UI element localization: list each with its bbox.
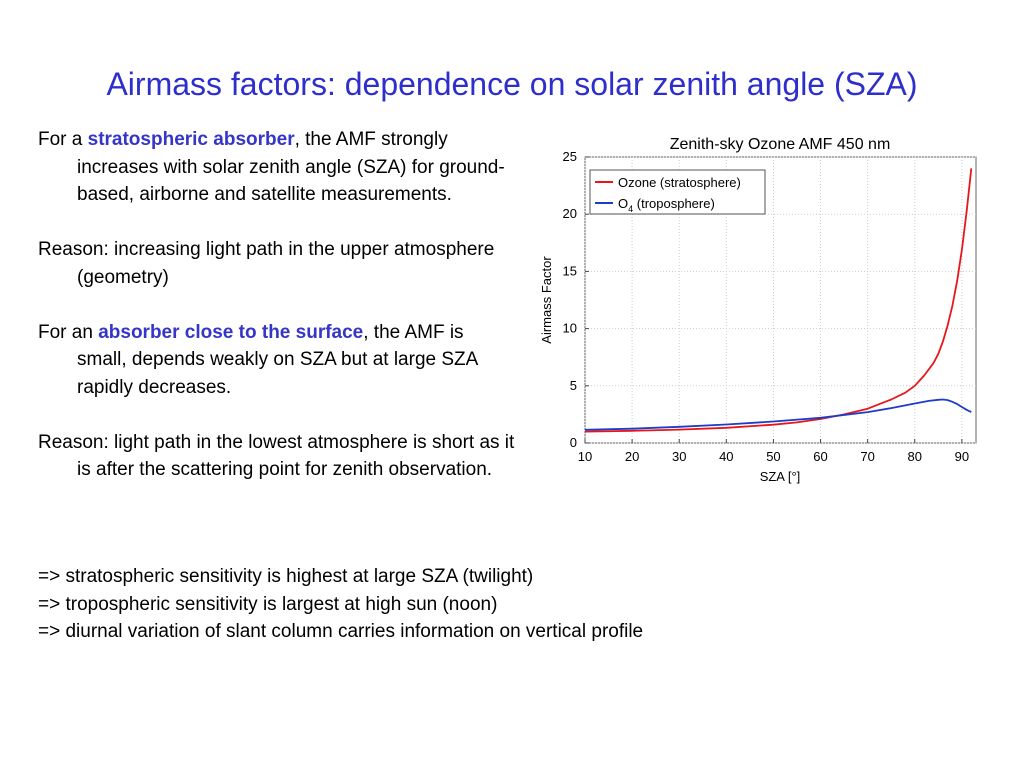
legend-label-ozone: Ozone (stratosphere): [618, 175, 741, 190]
paragraph-reason-upper: Reason: increasing light path in the upp…: [38, 236, 518, 291]
y-tick-label: 25: [563, 149, 577, 164]
conclusion-line: => diurnal variation of slant column car…: [38, 621, 644, 642]
series-line-o4: [584, 398, 972, 431]
legend-box: [589, 169, 766, 215]
y-axis-label: Airmass Factor: [539, 256, 554, 344]
paragraph-text: Reason: light path in the lowest atmosph…: [38, 431, 515, 481]
paragraph-reason-lowest: Reason: light path in the lowest atmosph…: [38, 429, 518, 484]
series-lines: [584, 168, 973, 433]
paragraph-text: Reason: increasing light path in the upp…: [38, 239, 495, 288]
x-tick-label: 50: [766, 449, 780, 464]
y-tick-label: 15: [563, 263, 577, 278]
paragraph-text: For an: [38, 321, 99, 343]
x-axis-label: SZA [°]: [760, 469, 801, 484]
amf-chart: Zenith-sky Ozone AMF 450 nm 10 20 30 40 50 60…: [539, 136, 977, 484]
slide-title: Airmass factors: dependence on solar zen…: [106, 66, 918, 102]
x-tick-label: 60: [813, 449, 827, 464]
x-tick-label: 70: [860, 449, 874, 464]
y-tick-label: 20: [563, 206, 577, 221]
y-tick-label: 5: [570, 378, 577, 393]
paragraph-text: For a: [38, 129, 88, 150]
x-tick-label: 40: [719, 449, 733, 464]
y-tick-label: 10: [563, 321, 577, 336]
conclusion-line: => stratospheric sensitivity is highest …: [38, 566, 534, 587]
x-tick-label: 90: [955, 449, 969, 464]
legend: Ozone (stratosphere) O4 (troposphere): [589, 169, 766, 215]
x-tick-label: 20: [625, 449, 639, 464]
conclusions-list: => stratospheric sensitivity is highest …: [38, 563, 998, 646]
paragraph-text: , the AMF strongly increases with solar …: [77, 129, 505, 205]
chart-title: Zenith-sky Ozone AMF 450 nm: [670, 136, 891, 153]
highlight-stratospheric-absorber: stratospheric absorber: [87, 129, 295, 150]
x-tick-label: 30: [672, 449, 686, 464]
bullet-text-block: For a stratospheric absorber, the AMF st…: [38, 126, 518, 511]
x-tick-label: 10: [578, 449, 592, 464]
grid: [584, 156, 976, 444]
y-tick-label: 0: [570, 435, 577, 450]
x-tick-label: 80: [908, 449, 922, 464]
paragraph-text: , the AMF is small, depends weakly on SZ…: [77, 321, 478, 398]
legend-label-o4: O4 (troposphere): [618, 196, 715, 214]
series-line-ozone: [584, 168, 973, 433]
paragraph-stratospheric: For a stratospheric absorber, the AMF st…: [38, 126, 518, 209]
conclusion-line: => tropospheric sensitivity is largest a…: [38, 593, 498, 615]
axis-ticks: 10 20 30 40 50 60 70 80 90 0 5 10 15 20 25: [563, 149, 970, 464]
paragraph-surface: For an absorber close to the surface, th…: [38, 319, 518, 402]
highlight-absorber-close-to-surface: absorber close to the surface: [98, 321, 364, 343]
